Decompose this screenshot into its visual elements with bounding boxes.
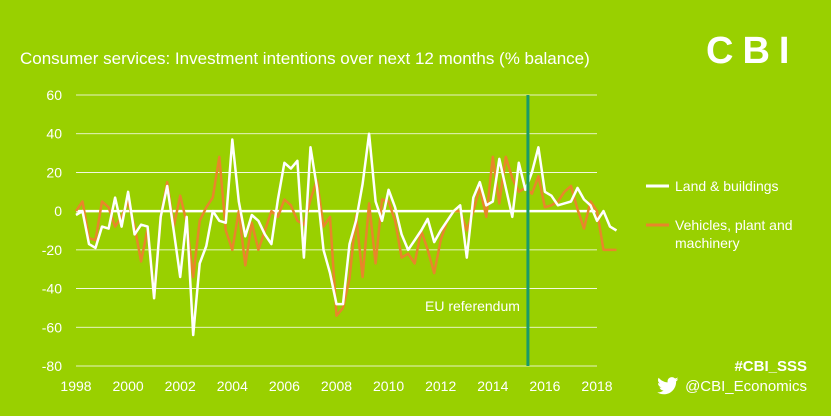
chart-title: Consumer services: Investment intentions…	[20, 49, 590, 68]
x-tick-label: 2018	[581, 378, 612, 394]
y-tick-label: 40	[46, 126, 62, 142]
x-tick-label: 2004	[217, 378, 248, 394]
x-tick-label: 2016	[529, 378, 560, 394]
eu-referendum-label: EU referendum	[425, 298, 520, 314]
x-tick-label: 2012	[425, 378, 456, 394]
twitter-credit: @CBI_Economics	[657, 377, 807, 395]
x-axis-ticks: 1998 2000 2002 2004 2006 2008 2010 2012 2014 2016…	[60, 378, 612, 394]
x-tick-label: 2002	[165, 378, 196, 394]
y-tick-label: -60	[42, 319, 62, 335]
x-tick-label: 1998	[60, 378, 91, 394]
y-tick-label: -40	[42, 281, 62, 297]
x-tick-label: 2010	[373, 378, 404, 394]
twitter-bird-icon	[657, 377, 679, 395]
y-axis-ticks: -80 -60 -40 -20 0 20 40 60	[42, 87, 62, 374]
x-tick-label: 2008	[321, 378, 352, 394]
series-lines	[74, 132, 618, 337]
x-tick-label: 2014	[477, 378, 508, 394]
y-tick-label: 20	[46, 164, 62, 180]
legend-label-land-buildings: Land & buildings	[675, 178, 779, 194]
y-tick-label: -20	[42, 242, 62, 258]
y-tick-label: -80	[42, 358, 62, 374]
gridlines	[76, 94, 597, 367]
hashtag: #CBI_SSS	[734, 358, 807, 375]
legend: Land & buildings Vehicles, plant and machi…	[646, 178, 793, 251]
twitter-handle: @CBI_Economics	[685, 377, 807, 395]
series-line-vehicles-plant-machinery	[74, 155, 617, 317]
legend-label-vehicles: Vehicles, plant and machinery	[675, 217, 793, 251]
y-tick-label: 60	[46, 87, 62, 103]
x-tick-label: 2000	[113, 378, 144, 394]
series-line-land-buildings	[75, 132, 618, 337]
annotation: EU referendum	[425, 95, 530, 366]
cbi-logo: CBI	[706, 30, 799, 72]
x-tick-label: 2006	[269, 378, 300, 394]
y-tick-label: 0	[54, 203, 62, 219]
